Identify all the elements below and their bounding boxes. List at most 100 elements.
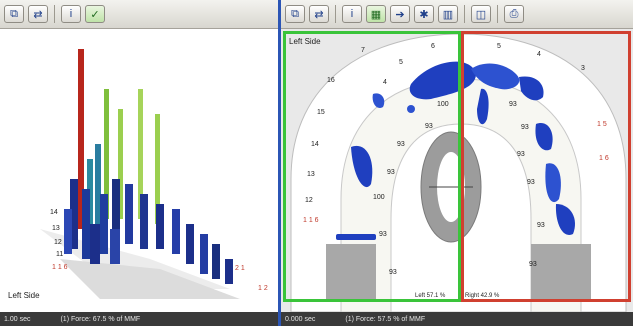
tooth-label: 93 (537, 222, 545, 229)
graph-toolbar: ⧉ ⇄ i ✓ (0, 0, 278, 29)
left-percentage: Left 57.1 % (415, 293, 446, 299)
tooth-label: 100 (373, 194, 385, 201)
bar-blue (125, 184, 133, 244)
bar-blue (64, 209, 72, 254)
bar-blue (156, 204, 164, 249)
tooth-label: 93 (379, 231, 387, 238)
info-icon: i (350, 8, 354, 20)
side-label: Left Side (8, 291, 40, 300)
tooth-label: 93 (517, 151, 525, 158)
print-icon: ⎙ (509, 7, 519, 20)
swap-icon: ⇄ (33, 8, 43, 21)
open-button[interactable]: ◫ (471, 5, 491, 23)
bar-blue (90, 224, 100, 264)
bar-teal (95, 144, 101, 234)
grid-button[interactable]: ▦ (366, 5, 386, 23)
bar-blue (172, 209, 180, 254)
bar-blue (100, 194, 108, 254)
tooth-label: 13 (52, 225, 60, 232)
tooth-label-red: 1 2 (258, 285, 268, 292)
swap-button[interactable]: ⇄ (28, 5, 48, 23)
tooth-label: 93 (509, 101, 517, 108)
force-readout: (1) Force: 57.5 % of MMF (345, 315, 426, 323)
open-icon: ◫ (475, 8, 487, 21)
tooth-label: 14 (50, 209, 58, 216)
bar-blue (225, 259, 233, 284)
bar-blue (140, 194, 148, 249)
target-button[interactable]: ✱ (414, 5, 434, 23)
selected-tool-button[interactable]: ✓ (85, 5, 105, 23)
bar-blue (212, 244, 220, 279)
tooth-label: 13 (307, 171, 315, 178)
copy-icon: ⧉ (291, 7, 299, 20)
bar-red (78, 49, 84, 229)
tooth-label-red: 1 1 6 (52, 264, 68, 271)
tooth-label: 100 (437, 101, 449, 108)
chart-icon: ▥ (442, 8, 454, 21)
bar-blue (200, 234, 208, 274)
swap-icon: ⇄ (314, 8, 324, 21)
tooth-label: 12 (54, 239, 62, 246)
tooth-label: 93 (387, 169, 395, 176)
bar-blue (110, 229, 120, 264)
bar-green (138, 89, 143, 219)
graph-view[interactable]: 14 13 12 11 1 1 6 2 1 1 2 Left Side (0, 29, 278, 312)
tooth-label-red: 2 1 (235, 265, 245, 272)
arrow-icon: ➔ (395, 8, 405, 21)
bar-green (104, 89, 109, 219)
tooth-label: 6 (431, 43, 435, 50)
tooth-label: 16 (327, 77, 335, 84)
tooth-label: 93 (389, 269, 397, 276)
tooth-label: 93 (425, 123, 433, 130)
arch-status-bar: 0.000 sec (1) Force: 57.5 % of MMF (281, 312, 633, 326)
tooth-label: 4 (383, 79, 387, 86)
tooth-label: 11 (56, 251, 64, 258)
arch-view[interactable]: Left Side 7 16 15 14 13 12 1 1 6 6 5 4 1… (281, 29, 633, 312)
print-button[interactable]: ⎙ (504, 5, 524, 23)
info-icon: i (69, 8, 73, 20)
force-3d-graph (40, 49, 240, 299)
tooth-label: 4 (537, 51, 541, 58)
graph-floor-shadow (60, 259, 240, 299)
right-percentage: Right 42.9 % (465, 293, 500, 299)
tooth-label: 93 (397, 141, 405, 148)
toolbar-separator (54, 5, 55, 23)
tooth-label: 93 (521, 124, 529, 131)
bar-blue (82, 189, 90, 259)
tooth-label: 12 (305, 197, 313, 204)
tooth-label: 93 (527, 179, 535, 186)
time-readout: 1.00 sec (4, 315, 31, 323)
side-label: Left Side (289, 37, 321, 46)
arch-pane: ⧉ ⇄ i ▦ ➔ ✱ ▥ ◫ ⎙ (281, 0, 633, 326)
grey-block-right (531, 244, 591, 299)
bar-green (118, 109, 123, 219)
arch-toolbar: ⧉ ⇄ i ▦ ➔ ✱ ▥ ◫ ⎙ (281, 0, 633, 29)
bar-group (64, 49, 233, 284)
info-button[interactable]: i (342, 5, 362, 23)
selected-tool-icon: ✓ (90, 8, 100, 21)
copy-button[interactable]: ⧉ (285, 5, 305, 23)
tooth-label: 5 (497, 43, 501, 50)
toolbar-separator (335, 5, 336, 23)
right-side-zone (461, 31, 631, 302)
bar-blue (112, 179, 120, 249)
graph-status-bar: 1.00 sec (1) Force: 67.5 % of MMF (0, 312, 278, 326)
copy-icon: ⧉ (10, 7, 18, 20)
grid-icon: ▦ (370, 8, 382, 21)
toolbar-separator (464, 5, 465, 23)
copy-button[interactable]: ⧉ (4, 5, 24, 23)
tooth-label: 15 (317, 109, 325, 116)
bar-blue (70, 179, 78, 249)
info-button[interactable]: i (61, 5, 81, 23)
tooth-label: 7 (361, 47, 365, 54)
tooth-label: 14 (311, 141, 319, 148)
graph-pane: ⧉ ⇄ i ✓ (0, 0, 281, 326)
chart-button[interactable]: ▥ (438, 5, 458, 23)
tooth-label: 5 (399, 59, 403, 66)
swap-button[interactable]: ⇄ (309, 5, 329, 23)
toolbar-separator (497, 5, 498, 23)
arrow-button[interactable]: ➔ (390, 5, 410, 23)
tooth-label: 3 (581, 65, 585, 72)
tooth-label-red: 1 6 (599, 155, 609, 162)
